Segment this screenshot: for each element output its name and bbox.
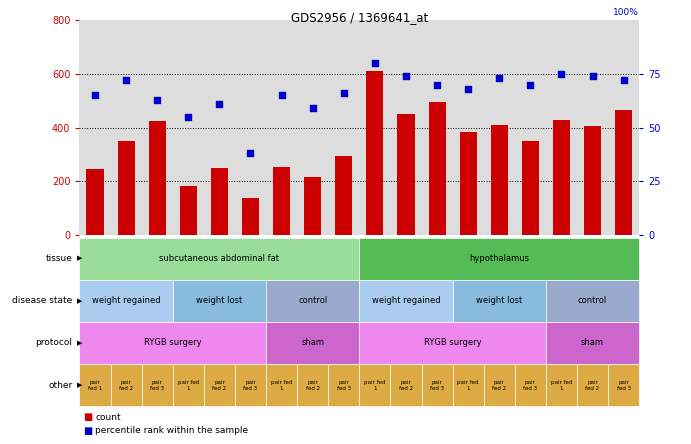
Text: count: count <box>95 413 121 422</box>
Text: pair
fed 3: pair fed 3 <box>523 380 538 391</box>
Text: ▶: ▶ <box>77 340 83 346</box>
Bar <box>149 121 166 235</box>
Point <box>369 59 380 67</box>
Point <box>587 72 598 79</box>
Text: pair fed
1: pair fed 1 <box>364 380 386 391</box>
Text: sham: sham <box>581 338 604 348</box>
Bar <box>335 156 352 235</box>
Bar <box>86 169 104 235</box>
Text: ▶: ▶ <box>77 382 83 388</box>
Text: tissue: tissue <box>46 254 73 263</box>
Text: control: control <box>578 296 607 305</box>
Bar <box>460 132 477 235</box>
Text: pair
fed 3: pair fed 3 <box>616 380 631 391</box>
Bar <box>553 119 570 235</box>
Point <box>431 81 442 88</box>
Bar <box>491 125 508 235</box>
Text: ■: ■ <box>83 412 92 422</box>
Text: pair fed
1: pair fed 1 <box>178 380 199 391</box>
Point <box>338 90 349 97</box>
Point <box>182 113 193 120</box>
Bar <box>273 166 290 235</box>
Text: control: control <box>298 296 328 305</box>
Text: pair
fed 3: pair fed 3 <box>150 380 164 391</box>
Bar <box>397 114 415 235</box>
Text: pair
fed 3: pair fed 3 <box>337 380 351 391</box>
Bar <box>180 186 197 235</box>
Point <box>556 70 567 77</box>
Text: GDS2956 / 1369641_at: GDS2956 / 1369641_at <box>291 11 428 24</box>
Text: ▶: ▶ <box>77 298 83 304</box>
Point <box>618 77 629 84</box>
Text: weight lost: weight lost <box>196 296 243 305</box>
Text: weight regained: weight regained <box>372 296 440 305</box>
Text: pair
fed 2: pair fed 2 <box>399 380 413 391</box>
Point <box>120 77 131 84</box>
Bar <box>366 71 384 235</box>
Bar <box>242 198 259 235</box>
Text: pair
fed 1: pair fed 1 <box>88 380 102 391</box>
Text: RYGB surgery: RYGB surgery <box>424 338 482 348</box>
Bar <box>584 126 601 235</box>
Text: weight regained: weight regained <box>92 296 160 305</box>
Point <box>89 92 101 99</box>
Text: sham: sham <box>301 338 324 348</box>
Text: pair
fed 3: pair fed 3 <box>243 380 258 391</box>
Text: ▶: ▶ <box>77 256 83 262</box>
Bar <box>117 141 135 235</box>
Text: pair
fed 2: pair fed 2 <box>212 380 227 391</box>
Point <box>493 75 504 82</box>
Text: pair fed
1: pair fed 1 <box>271 380 292 391</box>
Text: pair
fed 2: pair fed 2 <box>119 380 133 391</box>
Bar <box>304 178 321 235</box>
Text: pair
fed 3: pair fed 3 <box>430 380 444 391</box>
Point <box>400 72 411 79</box>
Text: ■: ■ <box>83 426 92 436</box>
Point <box>214 100 225 107</box>
Point <box>462 85 473 92</box>
Bar <box>615 110 632 235</box>
Text: 100%: 100% <box>614 8 639 17</box>
Text: pair fed
1: pair fed 1 <box>457 380 479 391</box>
Text: other: other <box>48 381 73 390</box>
Text: protocol: protocol <box>35 338 73 348</box>
Point <box>245 150 256 157</box>
Text: pair
fed 2: pair fed 2 <box>585 380 600 391</box>
Text: RYGB surgery: RYGB surgery <box>144 338 202 348</box>
Bar <box>522 141 539 235</box>
Point <box>151 96 162 103</box>
Text: percentile rank within the sample: percentile rank within the sample <box>95 426 249 435</box>
Bar <box>211 168 228 235</box>
Text: subcutaneous abdominal fat: subcutaneous abdominal fat <box>160 254 279 263</box>
Text: weight lost: weight lost <box>476 296 522 305</box>
Point <box>307 105 318 112</box>
Text: disease state: disease state <box>12 296 73 305</box>
Point <box>524 81 536 88</box>
Text: hypothalamus: hypothalamus <box>469 254 529 263</box>
Point <box>276 92 287 99</box>
Bar <box>428 102 446 235</box>
Text: pair fed
1: pair fed 1 <box>551 380 572 391</box>
Text: pair
fed 2: pair fed 2 <box>305 380 320 391</box>
Text: pair
fed 2: pair fed 2 <box>492 380 507 391</box>
